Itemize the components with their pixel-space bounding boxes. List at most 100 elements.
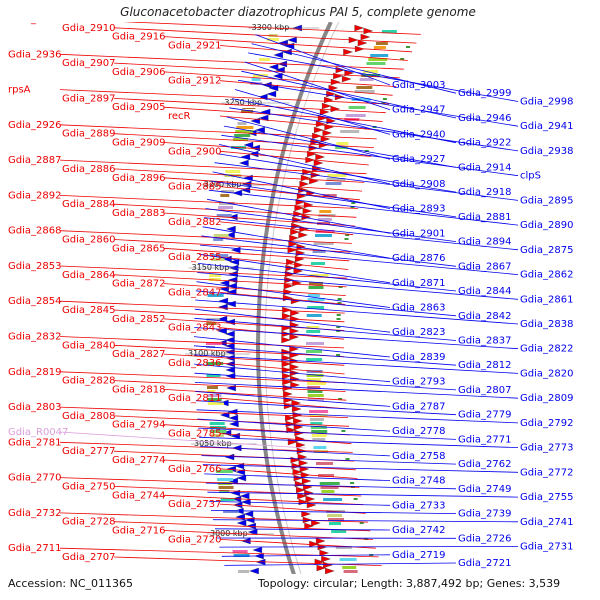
reverse-gene-label[interactable]: Gdia_2901 — [392, 228, 445, 239]
forward-gene-label[interactable]: Gdia_2744 — [112, 490, 165, 501]
forward-gene-label[interactable]: Gdia_2827 — [112, 349, 165, 360]
reverse-gene-label[interactable]: Gdia_2792 — [520, 418, 573, 429]
forward-gene-label[interactable]: Gdia_2803 — [8, 402, 61, 413]
reverse-gene-label[interactable]: Gdia_2890 — [520, 220, 573, 231]
forward-gene-label[interactable]: Gdia_2921 — [168, 41, 221, 52]
reverse-gene-label[interactable]: Gdia_2823 — [392, 327, 445, 338]
forward-gene-label[interactable]: Gdia_2843 — [168, 323, 221, 334]
reverse-gene-label[interactable]: Gdia_2778 — [392, 426, 445, 437]
reverse-gene-label[interactable]: Gdia_2881 — [458, 212, 511, 223]
forward-gene-label[interactable]: Gdia_2860 — [62, 235, 115, 246]
forward-gene-label[interactable]: Gdia_2855 — [168, 252, 221, 263]
reverse-gene-label[interactable]: Gdia_2895 — [520, 195, 573, 206]
reverse-gene-label[interactable]: Gdia_2893 — [392, 204, 445, 215]
reverse-gene-label[interactable]: Gdia_2946 — [458, 113, 511, 124]
reverse-gene-label[interactable]: Gdia_2947 — [392, 105, 445, 116]
forward-gene-label[interactable]: Gdia_2886 — [62, 164, 115, 175]
forward-gene-label[interactable]: Gdia_2766 — [168, 464, 221, 475]
forward-gene-label[interactable]: Gdia_2845 — [62, 305, 115, 316]
forward-gene-label[interactable]: Gdia_2728 — [62, 517, 115, 528]
reverse-gene-label[interactable]: Gdia_2867 — [458, 261, 511, 272]
reverse-gene-label[interactable]: Gdia_2940 — [392, 129, 445, 140]
forward-gene-label[interactable]: Gdia_2853 — [8, 261, 61, 272]
reverse-gene-label[interactable]: Gdia_2812 — [458, 360, 511, 371]
forward-gene-label[interactable]: Gdia_2884 — [62, 199, 115, 210]
forward-gene-label[interactable]: Gdia_2896 — [112, 173, 165, 184]
reverse-gene-label[interactable]: Gdia_2876 — [392, 253, 445, 264]
forward-gene-label[interactable]: Gdia_2840 — [62, 340, 115, 351]
reverse-gene-label[interactable]: Gdia_2914 — [458, 162, 511, 173]
forward-gene-label[interactable]: Gdia_2818 — [112, 384, 165, 395]
reverse-gene-label[interactable]: Gdia_2758 — [392, 451, 445, 462]
reverse-gene-label[interactable]: Gdia_2749 — [458, 484, 511, 495]
forward-gene-label[interactable]: Gdia_2865 — [112, 243, 165, 254]
forward-gene-label[interactable]: Gdia_2808 — [62, 411, 115, 422]
reverse-gene-label[interactable]: Gdia_2839 — [392, 352, 445, 363]
reverse-gene-label[interactable]: Gdia_2741 — [520, 517, 573, 528]
forward-gene-label[interactable]: Gdia_2926 — [8, 120, 61, 131]
forward-gene-label[interactable]: Gdia_2916 — [112, 32, 165, 43]
forward-gene-label[interactable]: Gdia_2864 — [62, 270, 115, 281]
reverse-gene-label[interactable]: Gdia_2755 — [520, 492, 573, 503]
reverse-gene-label[interactable]: Gdia_2875 — [520, 245, 573, 256]
forward-gene-label[interactable]: Gdia_2912 — [168, 76, 221, 87]
reverse-gene-label[interactable]: Gdia_2842 — [458, 311, 511, 322]
forward-gene-label[interactable]: Gdia_2854 — [8, 296, 61, 307]
reverse-gene-label[interactable]: Gdia_2742 — [392, 525, 445, 536]
reverse-gene-label[interactable]: Gdia_2807 — [458, 385, 511, 396]
reverse-gene-label[interactable]: Gdia_2871 — [392, 278, 445, 289]
reverse-gene-label[interactable]: Gdia_2998 — [520, 97, 573, 108]
forward-gene-label[interactable]: Gdia_2732 — [8, 508, 61, 519]
reverse-gene-label[interactable]: Gdia_2838 — [520, 319, 573, 330]
forward-gene-label[interactable]: Gdia_2832 — [8, 332, 61, 343]
forward-gene-label[interactable]: Gdia_2892 — [8, 190, 61, 201]
forward-gene-label[interactable]: Gdia_2828 — [62, 376, 115, 387]
reverse-gene-label[interactable]: Gdia_2908 — [392, 179, 445, 190]
reverse-gene-label[interactable]: Gdia_2822 — [520, 344, 573, 355]
reverse-gene-label[interactable]: Gdia_2779 — [458, 410, 511, 421]
forward-gene-label[interactable]: Gdia_2737 — [168, 499, 221, 510]
forward-gene-label[interactable]: Gdia_2707 — [62, 552, 115, 563]
reverse-gene-label[interactable]: Gdia_2787 — [392, 401, 445, 412]
reverse-gene-label[interactable]: Gdia_2726 — [458, 533, 511, 544]
forward-gene-label[interactable]: Gdia_2750 — [62, 481, 115, 492]
forward-gene-label[interactable]: Gdia_2770 — [8, 473, 61, 484]
forward-gene-label[interactable]: Gdia_2909 — [112, 138, 165, 149]
forward-gene-label[interactable]: Gdia_2936 — [8, 49, 61, 60]
reverse-gene-label[interactable]: Gdia_2809 — [520, 393, 573, 404]
forward-gene-label[interactable]: Gdia_2794 — [112, 420, 165, 431]
reverse-gene-label[interactable]: Gdia_2918 — [458, 187, 511, 198]
forward-gene-label[interactable]: recR — [168, 111, 191, 122]
forward-gene-label[interactable]: Gdia_2819 — [8, 367, 61, 378]
reverse-gene-label[interactable]: Gdia_2837 — [458, 336, 511, 347]
reverse-gene-label[interactable]: Gdia_2773 — [520, 443, 573, 454]
reverse-gene-label[interactable]: Gdia_2894 — [458, 237, 511, 248]
forward-gene-label[interactable]: Gdia_2847 — [168, 287, 221, 298]
forward-gene-label[interactable]: Gdia_2883 — [112, 208, 165, 219]
reverse-gene-label[interactable]: Gdia_2999 — [458, 88, 511, 99]
reverse-gene-label[interactable]: Gdia_2844 — [458, 286, 511, 297]
forward-gene-label[interactable]: Gdia_2774 — [112, 455, 165, 466]
reverse-gene-label[interactable]: Gdia_2739 — [458, 509, 511, 520]
forward-gene-label[interactable]: rpsA — [8, 85, 31, 96]
forward-gene-label[interactable]: Gdia_2882 — [168, 217, 221, 228]
forward-gene-label[interactable]: Gdia_2720 — [168, 534, 221, 545]
forward-gene-label[interactable]: Gdia_2777 — [62, 446, 115, 457]
reverse-gene-label[interactable]: Gdia_2771 — [458, 434, 511, 445]
reverse-gene-label[interactable]: Gdia_2941 — [520, 121, 573, 132]
reverse-gene-label[interactable]: Gdia_2938 — [520, 146, 573, 157]
forward-gene-label[interactable]: Gdia_2781 — [8, 437, 61, 448]
reverse-gene-label[interactable]: clpS — [520, 171, 541, 182]
reverse-gene-label[interactable]: Gdia_2719 — [392, 550, 445, 561]
reverse-gene-label[interactable]: Gdia_2793 — [392, 377, 445, 388]
forward-gene-label[interactable]: Gdia_2872 — [112, 279, 165, 290]
reverse-gene-label[interactable]: Gdia_2731 — [520, 542, 573, 553]
forward-gene-label[interactable]: Gdia_2811 — [168, 393, 221, 404]
forward-gene-label[interactable]: Gdia_2910 — [62, 23, 115, 34]
forward-gene-label[interactable]: Gdia_2716 — [112, 526, 165, 537]
reverse-gene-label[interactable]: Gdia_3003 — [392, 80, 445, 91]
reverse-gene-label[interactable]: Gdia_2772 — [520, 467, 573, 478]
forward-gene-label[interactable]: Gdia_2785 — [168, 429, 221, 440]
reverse-gene-label[interactable]: Gdia_2927 — [392, 154, 445, 165]
forward-gene-label[interactable]: Gdia_2906 — [112, 67, 165, 78]
